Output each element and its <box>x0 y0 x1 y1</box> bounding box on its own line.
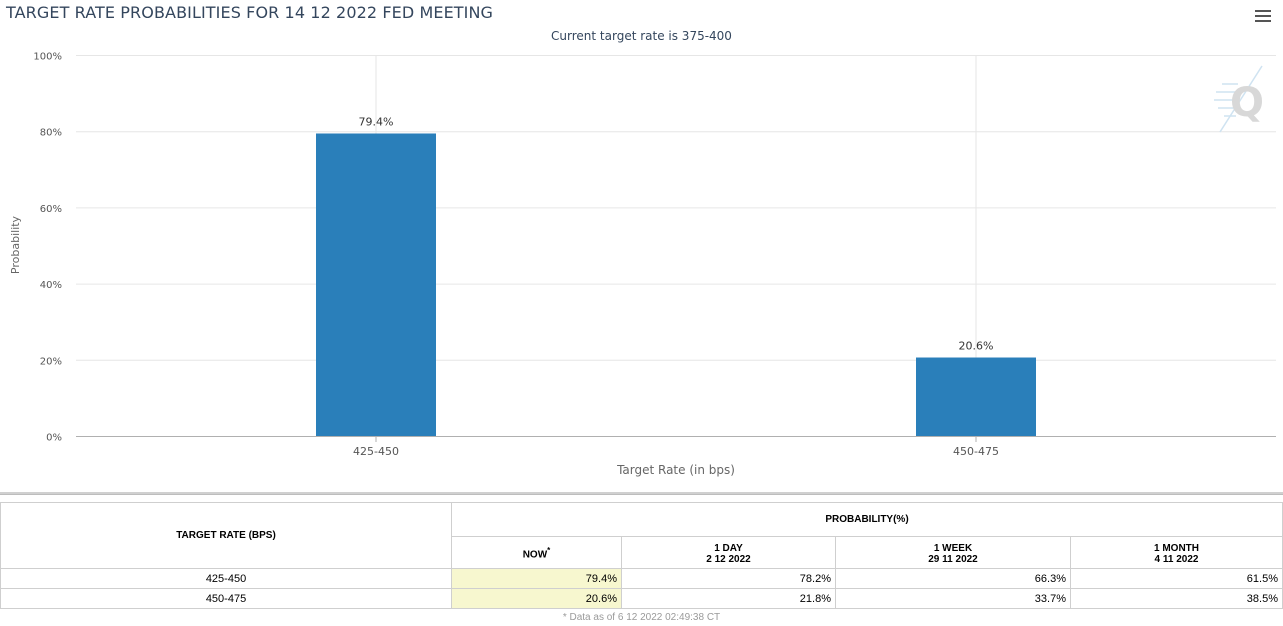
x-axis-title: Target Rate (in bps) <box>616 463 735 477</box>
now-asterisk: * <box>547 546 551 556</box>
bar <box>316 133 436 436</box>
chart-title: TARGET RATE PROBABILITIES FOR 14 12 2022… <box>6 3 494 22</box>
y-tick-label: 80% <box>40 128 62 139</box>
bar-data-label: 79.4% <box>359 115 394 128</box>
bar-data-label: 20.6% <box>959 340 994 353</box>
y-tick-label: 60% <box>40 204 62 215</box>
probability-header: PROBABILITY(%) <box>451 502 1283 537</box>
table-row: 425-450 79.4% 78.2% 66.3% 61.5% <box>0 568 1283 589</box>
x-tick-label: 425-450 <box>353 445 399 458</box>
now-column-header: NOW* <box>451 536 622 569</box>
y-tick-label: 0% <box>46 433 62 444</box>
one-month-column-header: 1 MONTH 4 11 2022 <box>1070 536 1283 569</box>
one-day-value-cell: 78.2% <box>621 568 836 589</box>
data-timestamp-footnote: * Data as of 6 12 2022 02:49:38 CT <box>562 612 721 623</box>
quikstrike-q-logo-icon: Q <box>1214 65 1264 133</box>
one-week-value-cell: 66.3% <box>835 568 1071 589</box>
labels-layer: 0% 20% 40% 60% 80% 100% 79.4% 425-450 20.6% 450-4… <box>33 52 999 459</box>
one-month-date: 4 11 2022 <box>1154 553 1199 565</box>
y-tick-label: 100% <box>33 52 62 63</box>
grid-layer <box>76 55 1276 442</box>
now-column-label: NOW <box>522 549 548 561</box>
one-week-value-cell: 33.7% <box>835 588 1071 609</box>
one-week-column-header: 1 WEEK 29 11 2022 <box>835 536 1071 569</box>
svg-text:Q: Q <box>1230 80 1264 126</box>
chart-subtitle: Current target rate is 375-400 <box>551 29 732 43</box>
y-tick-label: 20% <box>40 356 62 367</box>
probability-table: TARGET RATE (BPS) PROBABILITY(%) NOW* 1 … <box>0 502 1283 609</box>
target-rate-header: TARGET RATE (BPS) <box>0 502 452 569</box>
now-value-cell: 79.4% <box>451 568 622 589</box>
table-row: 450-475 20.6% 21.8% 33.7% 38.5% <box>0 588 1283 609</box>
target-rate-cell: 425-450 <box>0 568 452 589</box>
hamburger-menu-icon[interactable] <box>1255 10 1271 24</box>
x-tick-label: 450-475 <box>953 445 999 458</box>
chart-area: 0% 20% 40% 60% 80% 100% 79.4% 425-450 20.6% 450-4… <box>6 3 1276 477</box>
target-rate-cell: 450-475 <box>0 588 452 609</box>
one-day-value-cell: 21.8% <box>621 588 836 609</box>
one-day-date: 2 12 2022 <box>706 553 751 565</box>
now-value-cell: 20.6% <box>451 588 622 609</box>
probability-bar-chart: 0% 20% 40% 60% 80% 100% 79.4% 425-450 20.6% 450-4… <box>9 52 1276 477</box>
one-day-label: 1 DAY <box>714 542 743 554</box>
one-day-column-header: 1 DAY 2 12 2022 <box>621 536 836 569</box>
one-month-value-cell: 38.5% <box>1070 588 1283 609</box>
y-tick-label: 40% <box>40 280 62 291</box>
one-week-label: 1 WEEK <box>933 542 973 554</box>
bars-layer <box>316 133 1036 436</box>
y-axis-title: Probability <box>9 215 22 274</box>
one-week-date: 29 11 2022 <box>928 553 978 565</box>
one-month-label: 1 MONTH <box>1154 542 1199 554</box>
section-divider <box>0 492 1283 495</box>
bar <box>916 357 1036 436</box>
one-month-value-cell: 61.5% <box>1070 568 1283 589</box>
